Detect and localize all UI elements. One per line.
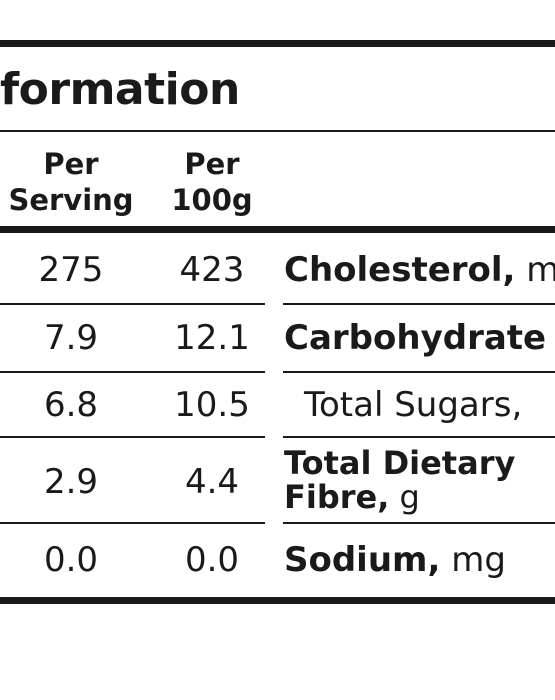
dietary-fibre-per-100g: 4.4 bbox=[184, 462, 240, 502]
column-per-serving-line1: Per bbox=[43, 147, 99, 181]
nutrient-name: Sodium, bbox=[284, 540, 441, 580]
sodium-per-serving: 0.0 bbox=[43, 540, 99, 580]
nutrient-name: Total Sugars, bbox=[304, 385, 523, 425]
nutrient-label-sodium: Sodium, mg bbox=[284, 540, 506, 580]
row-divider bbox=[283, 522, 555, 524]
nutrient-label-cholesterol: Cholesterol, m bbox=[284, 250, 555, 290]
nutrient-label-carbohydrate: Carbohydrate bbox=[284, 318, 546, 358]
sodium-per-100g: 0.0 bbox=[184, 540, 240, 580]
row-divider bbox=[0, 436, 265, 438]
nutrient-label-total-sugars: Total Sugars, bbox=[304, 385, 522, 425]
total-sugars-per-100g: 10.5 bbox=[174, 385, 250, 425]
row-divider bbox=[283, 436, 555, 438]
nutrient-label-total-dietary-fibre: Total Dietary Fibre, g bbox=[284, 446, 515, 514]
row-divider bbox=[0, 303, 265, 305]
column-per-100g-line1: Per bbox=[184, 147, 240, 181]
header-bottom-rule bbox=[0, 226, 555, 233]
row-divider bbox=[0, 522, 265, 524]
title-rule bbox=[0, 130, 555, 132]
column-per-100g: Per 100g bbox=[144, 146, 280, 218]
panel-title: formation bbox=[0, 64, 240, 115]
row-divider bbox=[0, 371, 265, 373]
cholesterol-per-serving: 275 bbox=[38, 250, 104, 290]
top-heavy-rule bbox=[0, 40, 555, 47]
column-per-serving: Per Serving bbox=[0, 146, 142, 218]
nutrient-unit: m bbox=[526, 250, 555, 290]
dietary-fibre-per-serving: 2.9 bbox=[43, 462, 99, 502]
cholesterol-per-100g: 423 bbox=[179, 250, 245, 290]
column-per-serving-line2: Serving bbox=[8, 183, 134, 217]
nutrient-name: Cholesterol, bbox=[284, 250, 516, 290]
nutrient-name: Carbohydrate bbox=[284, 318, 547, 358]
bottom-heavy-rule bbox=[0, 597, 555, 604]
nutrient-unit: mg bbox=[451, 540, 506, 580]
nutrient-unit: g bbox=[399, 478, 420, 516]
total-sugars-per-serving: 6.8 bbox=[43, 385, 99, 425]
nutrient-name-line2: Fibre, bbox=[284, 478, 390, 516]
carbohydrate-per-100g: 12.1 bbox=[174, 318, 250, 358]
row-divider bbox=[283, 303, 555, 305]
nutrient-name: Total Dietary bbox=[284, 444, 516, 482]
column-per-100g-line2: 100g bbox=[171, 183, 253, 217]
row-divider bbox=[283, 371, 555, 373]
carbohydrate-per-serving: 7.9 bbox=[43, 318, 99, 358]
